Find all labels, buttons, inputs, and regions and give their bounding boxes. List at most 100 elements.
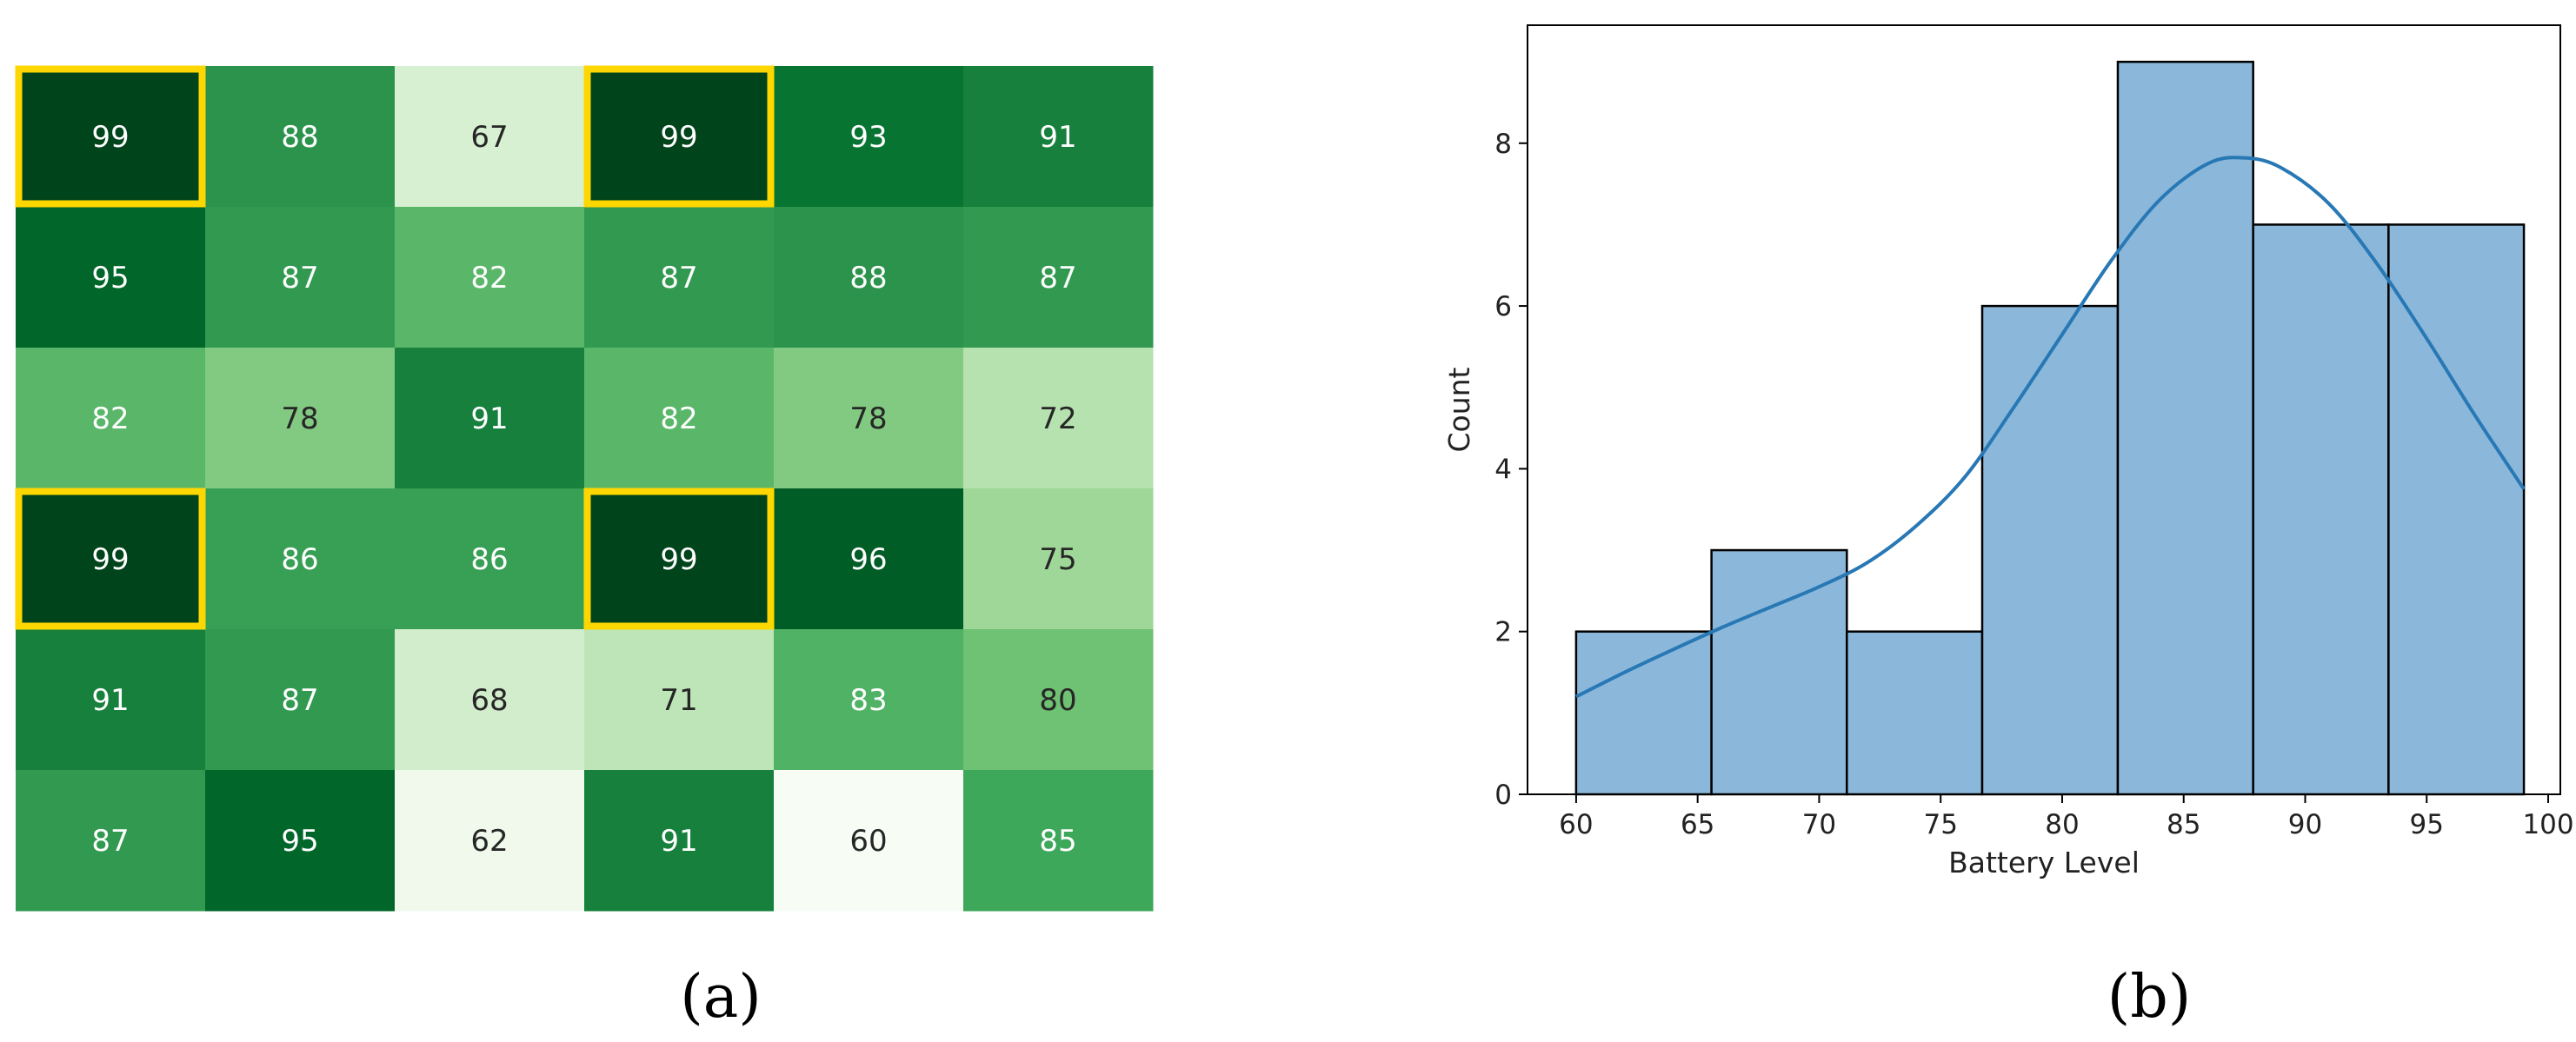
heatmap-cell <box>774 629 964 771</box>
heatmap-cell <box>963 207 1154 348</box>
x-tick-label: 100 <box>2522 809 2573 840</box>
heatmap-cell <box>774 207 964 348</box>
heatmap-cell-value: 82 <box>91 402 129 436</box>
heatmap-cell-value: 88 <box>281 120 318 155</box>
histogram-bar <box>2252 223 2390 796</box>
y-tick-label: 2 <box>1494 617 1512 648</box>
heatmap-cell <box>16 770 206 912</box>
x-axis-label: Battery Level <box>1948 846 2140 879</box>
heatmap-cell <box>584 348 775 489</box>
heatmap-cell-value: 67 <box>470 120 508 155</box>
heatmap-cell <box>205 66 396 208</box>
heatmap-cell <box>395 488 585 630</box>
heatmap-cell-value: 99 <box>91 542 129 577</box>
heatmap-cell <box>584 629 775 771</box>
heatmap-cell-value: 85 <box>1039 824 1076 859</box>
heatmap-cell <box>963 348 1154 489</box>
x-axis-ticks: 60 65 70 75 80 85 90 95 100 <box>1559 794 2574 840</box>
histogram-bar <box>1846 630 1984 796</box>
heatmap-cell-value: 83 <box>849 683 887 718</box>
y-tick-label: 0 <box>1494 780 1512 811</box>
heatmap-cell-value: 72 <box>1039 402 1076 436</box>
heatmap-cell-value: 95 <box>91 261 129 295</box>
heatmap-cell-value: 82 <box>470 261 508 295</box>
heatmap-cell-value: 96 <box>849 542 887 577</box>
panel-label-a: (a) <box>680 963 762 1032</box>
y-axis-label: Count <box>1442 367 1476 452</box>
x-tick-label: 80 <box>2045 809 2079 840</box>
highlight-box <box>583 65 775 208</box>
heatmap-cell <box>774 66 964 208</box>
heatmap-cell-value: 82 <box>660 402 697 436</box>
heatmap-cell <box>205 488 396 630</box>
highlight-box <box>15 488 206 630</box>
heatmap-cell <box>584 66 775 208</box>
heatmap-cell-value: 68 <box>470 683 508 718</box>
heatmap-cell-value: 99 <box>91 120 129 155</box>
heatmap-cells: 99 88 67 99 93 91 95 87 82 87 88 87 82 78 91 82 78 72 99 86… <box>16 66 1154 912</box>
histogram-bar <box>1980 304 2120 796</box>
heatmap-cell <box>205 629 396 771</box>
heatmap-cell-value: 95 <box>281 824 318 859</box>
heatmap-cell-value: 87 <box>91 824 129 859</box>
x-tick-label: 65 <box>1681 809 1714 840</box>
y-tick-label: 4 <box>1494 454 1512 485</box>
panel-label-b: (b) <box>2107 963 2192 1032</box>
heatmap-cell <box>963 66 1154 208</box>
heatmap-cell-value: 91 <box>91 683 129 718</box>
heatmap-cell <box>395 207 585 348</box>
heatmap-cell <box>205 348 396 489</box>
heatmap-cell-value: 75 <box>1039 542 1076 577</box>
heatmap-cell-value: 71 <box>660 683 697 718</box>
heatmap-cell <box>16 348 206 489</box>
heatmap-cell-value: 99 <box>660 542 697 577</box>
heatmap-cell-value: 78 <box>849 402 887 436</box>
heatmap-cell-value: 80 <box>1039 683 1076 718</box>
y-tick-label: 8 <box>1494 129 1512 160</box>
heatmap-cell <box>395 629 585 771</box>
heatmap-cell-value: 87 <box>281 683 318 718</box>
heatmap-cell-value: 86 <box>281 542 318 577</box>
x-tick-label: 75 <box>1923 809 1957 840</box>
heatmap-cell-value: 78 <box>281 402 318 436</box>
heatmap-cell <box>395 770 585 912</box>
kde-curve <box>1575 156 2526 699</box>
heatmap-cell-value: 93 <box>849 120 887 155</box>
heatmap-cell <box>205 770 396 912</box>
heatmap-cell-value: 99 <box>660 120 697 155</box>
highlight-box <box>583 488 775 630</box>
heatmap-cell <box>16 488 206 630</box>
heatmap-cell <box>16 207 206 348</box>
x-tick-label: 90 <box>2288 809 2322 840</box>
x-tick-label: 95 <box>2410 809 2444 840</box>
histogram-bar <box>1710 548 1848 796</box>
x-tick-label: 60 <box>1559 809 1593 840</box>
heatmap-cell <box>774 348 964 489</box>
heatmap-cell-value: 86 <box>470 542 508 577</box>
heatmap-cell-value: 91 <box>470 402 508 436</box>
histogram-bar <box>1574 630 1713 796</box>
heatmap-highlights <box>15 65 775 630</box>
heatmap-cell-value: 87 <box>1039 261 1076 295</box>
heatmap-cell <box>584 207 775 348</box>
heatmap-cell-value: 91 <box>660 824 697 859</box>
heatmap-cell <box>395 348 585 489</box>
heatmap-cell-value: 88 <box>849 261 887 295</box>
heatmap-cell-value: 87 <box>281 261 318 295</box>
heatmap-cell-value: 87 <box>660 261 697 295</box>
heatmap-cell <box>774 770 964 912</box>
y-tick-label: 6 <box>1494 291 1512 322</box>
x-tick-label: 70 <box>1802 809 1836 840</box>
heatmap-cell <box>584 770 775 912</box>
heatmap-cell-value: 62 <box>470 824 508 859</box>
histogram-bar <box>2116 60 2254 796</box>
heatmap-cell <box>16 629 206 771</box>
y-axis-ticks: 0 2 4 6 8 <box>1494 129 1528 811</box>
heatmap-cell <box>395 66 585 208</box>
heatmap-cell <box>16 66 206 208</box>
heatmap-cell <box>963 629 1154 771</box>
highlight-box <box>15 65 206 208</box>
heatmap-cell <box>963 770 1154 912</box>
